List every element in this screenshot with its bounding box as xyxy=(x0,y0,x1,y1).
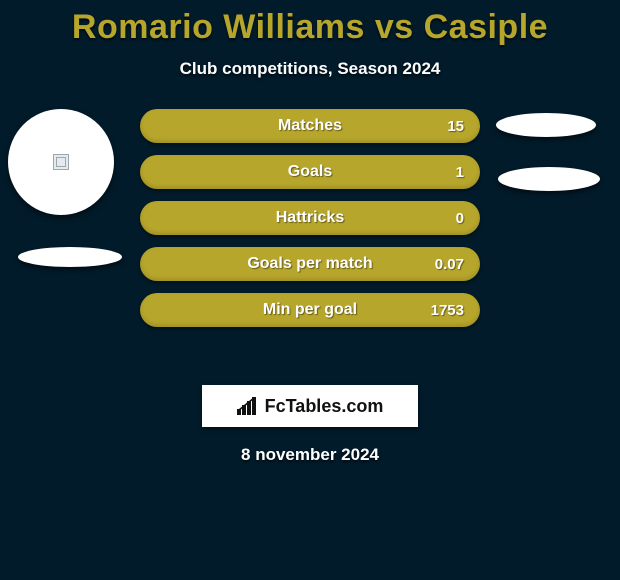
date-text: 8 november 2024 xyxy=(0,445,620,465)
stat-label: Hattricks xyxy=(276,209,344,227)
bars-icon xyxy=(237,397,259,415)
player-left-avatar xyxy=(8,109,114,215)
page-title: Romario Williams vs Casiple xyxy=(0,0,620,47)
page-subtitle: Club competitions, Season 2024 xyxy=(0,59,620,79)
stat-label: Goals per match xyxy=(247,255,372,273)
stat-label: Goals xyxy=(288,163,332,181)
ellipse-right-1 xyxy=(496,113,596,137)
stat-value: 0.07 xyxy=(435,256,464,273)
stat-bar: Matches 15 xyxy=(140,109,480,143)
stat-bar: Goals per match 0.07 xyxy=(140,247,480,281)
stat-bar: Min per goal 1753 xyxy=(140,293,480,327)
brand-badge[interactable]: FcTables.com xyxy=(202,385,418,427)
stat-label: Min per goal xyxy=(263,301,357,319)
stats-area: Matches 15 Goals 1 Hattricks 0 Goals per… xyxy=(0,109,620,369)
stat-value: 1 xyxy=(456,164,464,181)
comparison-card: Romario Williams vs Casiple Club competi… xyxy=(0,0,620,580)
stat-value: 0 xyxy=(456,210,464,227)
stat-bar: Hattricks 0 xyxy=(140,201,480,235)
stat-value: 15 xyxy=(447,118,464,135)
stat-bar: Goals 1 xyxy=(140,155,480,189)
ellipse-right-2 xyxy=(498,167,600,191)
brand-text: FcTables.com xyxy=(265,396,384,417)
image-placeholder-icon xyxy=(53,154,69,170)
stat-bars: Matches 15 Goals 1 Hattricks 0 Goals per… xyxy=(140,109,480,339)
ellipse-left xyxy=(18,247,122,267)
stat-value: 1753 xyxy=(431,302,464,319)
stat-label: Matches xyxy=(278,117,342,135)
